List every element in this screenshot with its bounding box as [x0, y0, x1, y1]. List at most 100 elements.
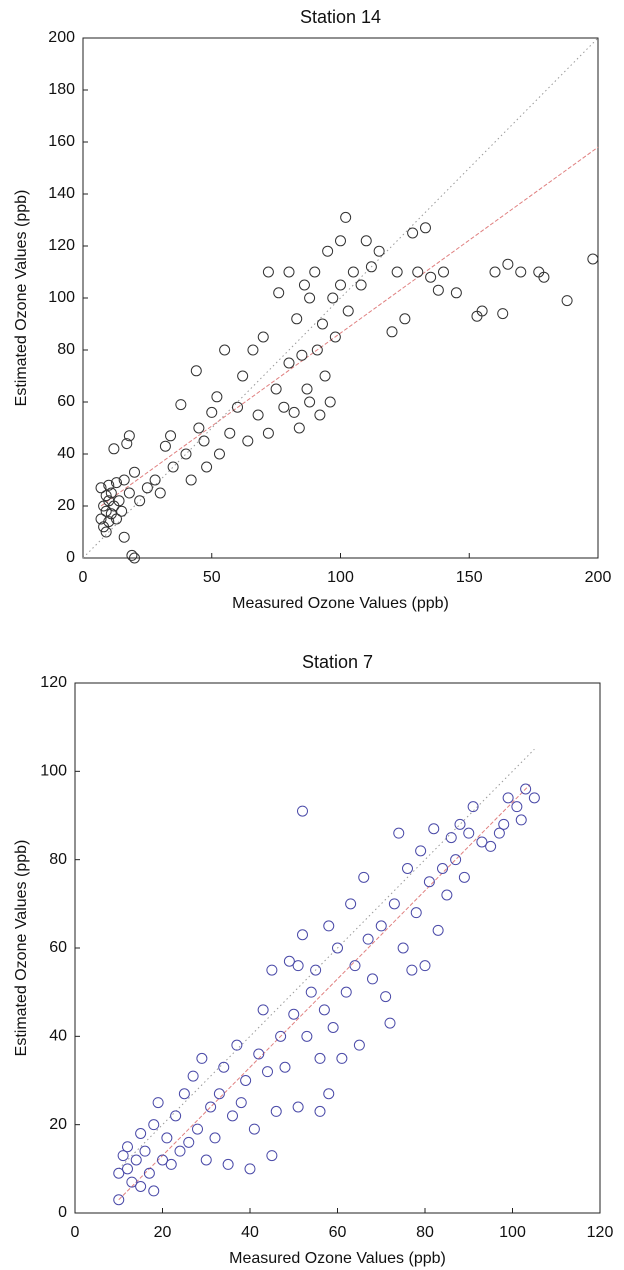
point	[314, 1052, 326, 1064]
point	[296, 349, 308, 361]
point	[384, 1017, 396, 1029]
point	[327, 292, 339, 304]
y-tick-label: 80	[49, 851, 67, 868]
point	[247, 344, 259, 356]
point	[170, 1110, 182, 1122]
point	[110, 513, 122, 525]
point	[332, 942, 343, 954]
point	[288, 1008, 300, 1020]
point	[262, 266, 274, 278]
y-tick-label: 0	[66, 549, 75, 566]
y-tick-label: 180	[48, 81, 75, 98]
point	[175, 399, 187, 411]
point	[116, 505, 128, 517]
chart-title: Station 7	[302, 652, 373, 672]
point	[304, 292, 316, 304]
point	[135, 1128, 147, 1139]
y-tick-label: 80	[57, 341, 75, 358]
point	[283, 357, 295, 369]
point	[297, 805, 308, 817]
point	[257, 1004, 269, 1016]
point	[335, 279, 346, 291]
point	[502, 258, 514, 270]
point	[126, 1176, 138, 1188]
point	[219, 344, 231, 356]
x-tick-label: 100	[499, 1224, 526, 1241]
point	[502, 792, 514, 804]
point	[192, 1123, 203, 1135]
point	[393, 827, 405, 839]
point	[279, 1061, 291, 1073]
reference-line	[118, 748, 535, 1170]
point	[288, 406, 300, 418]
point	[209, 1132, 221, 1144]
point	[113, 495, 125, 507]
point	[314, 1105, 326, 1117]
y-tick-label: 160	[48, 133, 75, 150]
point	[193, 422, 205, 434]
point	[183, 1136, 195, 1148]
point	[293, 422, 305, 434]
point	[528, 792, 540, 804]
point	[126, 549, 138, 561]
point	[386, 326, 398, 338]
point	[322, 245, 334, 257]
point	[367, 973, 378, 985]
point	[275, 1030, 287, 1042]
point	[345, 898, 357, 910]
y-tick-label: 100	[48, 289, 75, 306]
point	[297, 929, 308, 941]
point	[257, 331, 269, 343]
point	[161, 1132, 173, 1144]
point	[205, 1101, 217, 1113]
x-tick-label: 40	[241, 1224, 259, 1241]
point	[213, 1088, 225, 1100]
point	[419, 222, 431, 234]
point	[432, 284, 444, 296]
point	[201, 461, 213, 473]
y-tick-label: 120	[40, 674, 67, 691]
point	[121, 438, 133, 450]
x-axis-title: Measured Ozone Values (ppb)	[232, 595, 449, 612]
point	[304, 396, 316, 408]
point	[95, 513, 107, 525]
point	[117, 1150, 129, 1162]
point	[122, 1141, 133, 1153]
point	[211, 391, 223, 403]
point	[222, 1158, 234, 1170]
point	[301, 1030, 313, 1042]
point	[454, 818, 466, 830]
point	[110, 477, 122, 489]
point	[329, 331, 341, 343]
point	[206, 406, 218, 418]
point	[148, 1185, 160, 1197]
point	[309, 266, 321, 278]
point	[428, 823, 440, 835]
point	[252, 409, 264, 421]
point	[165, 1158, 177, 1170]
point	[129, 552, 140, 564]
point	[397, 942, 409, 954]
y-tick-label: 40	[57, 445, 75, 462]
point	[365, 261, 377, 273]
point	[360, 235, 372, 247]
point	[476, 305, 488, 317]
point	[310, 964, 322, 976]
x-tick-label: 50	[203, 569, 221, 586]
point	[342, 305, 354, 317]
y-tick-label: 200	[48, 29, 75, 46]
point	[493, 827, 505, 839]
y-tick-label: 100	[40, 763, 67, 780]
point	[515, 266, 527, 278]
point	[262, 1066, 273, 1078]
point	[213, 448, 225, 460]
point	[538, 271, 550, 283]
point	[335, 235, 346, 247]
point	[358, 871, 370, 883]
point	[105, 487, 117, 499]
point	[157, 1154, 168, 1166]
point	[130, 1154, 142, 1166]
point	[318, 1004, 330, 1016]
reference-line	[118, 784, 531, 1201]
